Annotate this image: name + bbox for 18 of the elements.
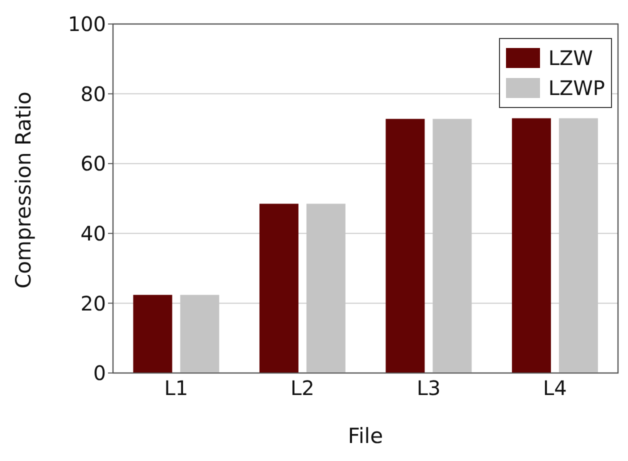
bar <box>512 118 551 373</box>
y-tick-label: 80 <box>80 82 106 106</box>
legend-label: LZWP <box>548 75 605 102</box>
bar <box>386 118 425 373</box>
x-tick-label: L2 <box>290 376 314 400</box>
x-tick-label: L4 <box>542 376 567 400</box>
bar <box>133 294 172 373</box>
x-tick-label: L1 <box>164 376 188 400</box>
y-tick-label: 60 <box>80 152 106 176</box>
y-tick-label: 100 <box>68 12 106 36</box>
y-tick-label: 0 <box>93 361 106 386</box>
x-axis-title: File <box>348 424 384 448</box>
y-tick-label: 20 <box>80 291 106 316</box>
x-tick-label: L3 <box>416 376 441 400</box>
y-axis-title: Compression Ratio <box>11 92 36 288</box>
y-tick-label: 40 <box>80 222 106 246</box>
bar <box>259 204 298 373</box>
legend-label: LZW <box>548 45 593 72</box>
